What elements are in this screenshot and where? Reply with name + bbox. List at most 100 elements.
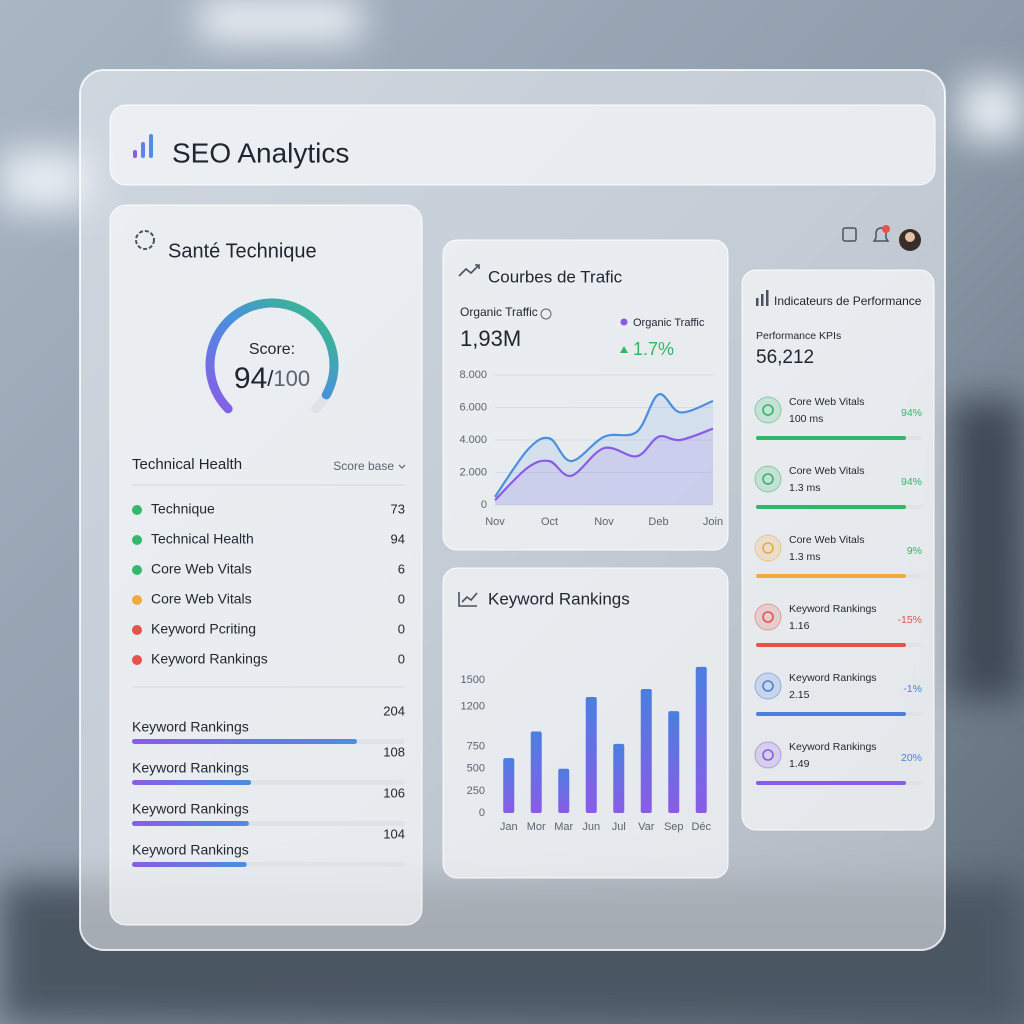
kpi-pct: 20% [901,752,922,764]
section-title: Technical Health [132,456,242,473]
x-tick-label: Jun [582,821,600,833]
kpi-item-value: 1.49 [789,758,810,770]
item-value: 94 [391,531,405,546]
status-dot [132,565,142,575]
health-card [109,204,423,926]
kpi-bar [756,574,906,578]
kpi-item-value: 100 ms [789,413,823,425]
kpi-icon-glyph [762,542,774,554]
kpi-icon-glyph [762,404,774,416]
kpi-icon-glyph [762,749,774,761]
kpi-bar [756,505,906,509]
item-label: Core Web Vitals [151,561,252,577]
ranking-bar [132,821,249,826]
item-value: 6 [398,561,405,576]
score: 94/100 [234,362,310,395]
status-dot [132,595,142,605]
kpi-icon-glyph [762,473,774,485]
ranking-value: 104 [383,826,405,841]
item-label: Technique [151,501,215,517]
traffic-section: Courbes de Trafic Organic Traffic 1,93M Org… [458,264,723,528]
notification-dot [882,225,890,233]
kpi-pct: 94% [901,476,922,488]
kpi-item-value: 1.3 ms [789,482,821,494]
trend-icon [458,264,480,277]
score-separator: / [267,366,274,391]
bell-icon[interactable] [872,227,890,242]
item-value: 0 [398,621,405,636]
kpi-item-value: 1.3 ms [789,551,821,563]
kpi-icon-glyph [762,611,774,623]
ranking-label: Keyword Rankings [132,842,249,858]
kpi-bar [756,436,906,440]
grid-icon[interactable] [842,227,857,242]
kpi-subtitle: Performance KPIs [756,330,841,342]
card-title: Keyword Rankings [488,589,630,608]
y-tick-label: 6.000 [459,401,487,413]
y-tick-label: 2.000 [459,466,487,478]
kpi-section: Indicateurs de Performance Performance KP… [754,290,922,785]
stat-label: Organic Traffic [460,305,538,319]
x-tick-label: Mor [527,821,546,833]
up-arrow [620,346,628,353]
kpi-name: Core Web Vitals [789,465,864,477]
kpi-pct: -15% [897,614,922,626]
item-value: 73 [391,501,405,516]
ranking-bar [132,862,247,867]
status-dot [132,505,142,515]
info-icon [540,308,552,320]
item-value: 0 [398,591,405,606]
y-tick-label: 750 [467,740,485,752]
kpi-name: Keyword Rankings [789,672,877,684]
card-title: Courbes de Trafic [488,267,623,286]
y-tick-label: 500 [467,763,485,775]
ranking-label: Keyword Rankings [132,719,249,735]
kpi-bar [756,643,906,647]
stat-value: 1,93M [460,326,521,351]
x-tick-label: Join [703,516,723,528]
kpi-pct: 9% [907,545,922,557]
bar [530,731,542,813]
ranking-value: 108 [383,744,405,759]
x-tick-label: Oct [541,516,558,528]
series-line [494,427,714,501]
kpi-pct: 94% [901,407,922,419]
bar [613,743,625,813]
series-area [495,394,713,505]
ranking-value: 204 [383,703,405,718]
kpi-icon [754,741,782,769]
y-tick-label: 1200 [461,701,485,713]
x-tick-label: Jan [500,821,518,833]
kpi-bar [756,781,906,785]
x-tick-label: Nov [594,516,614,528]
bar [640,689,652,813]
logo-icon [133,134,153,158]
chart-icon [458,592,478,607]
x-tick-label: Deb [648,516,668,528]
gauge-value [205,298,339,414]
score-value: 94 [234,362,267,395]
item-label: Technical Health [151,531,254,547]
score-label: Score: [249,341,295,358]
x-tick-label: Jul [612,821,626,833]
kpi-name: Keyword Rankings [789,603,877,615]
kpi-card [741,269,935,831]
bar [695,666,707,813]
series-area [495,428,713,505]
ranking-bar [132,739,357,744]
item-label: Keyword Pcriting [151,621,256,637]
kpi-icon [754,672,782,700]
rankings-section: Keyword Rankings 0 250 500 750 1200 1500 Jan Mor… [458,589,712,833]
kpi-icon [754,396,782,424]
header-icons [842,225,921,251]
bar [585,696,597,813]
x-tick-label: Mar [554,821,573,833]
x-tick-label: Nov [485,516,505,528]
card-title: Indicateurs de Performance [774,294,922,308]
chevron [398,464,406,469]
legend-dot [620,318,628,326]
ranking-value: 106 [383,785,405,800]
dropdown[interactable]: Score base [333,459,394,473]
